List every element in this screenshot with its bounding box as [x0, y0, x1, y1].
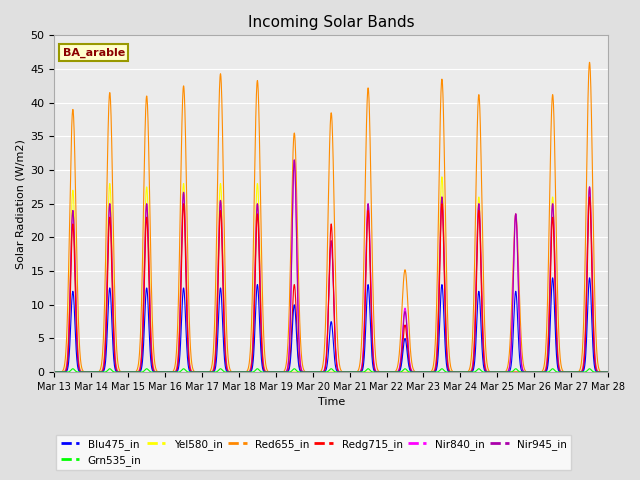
Nir945_in [604, 369, 611, 375]
Redg715_in [487, 369, 495, 375]
Grn535_in [604, 369, 612, 375]
Redg715_in [604, 369, 611, 375]
Yel580_in [150, 365, 157, 371]
Blu475_in [487, 369, 495, 375]
Yel580_in [425, 369, 433, 375]
Red655_in [604, 369, 612, 375]
Blu475_in [150, 369, 157, 375]
Blu475_in [455, 369, 463, 375]
Redg715_in [604, 369, 612, 375]
Redg715_in [51, 369, 58, 375]
Yel580_in [51, 369, 58, 375]
Nir840_in [311, 369, 319, 375]
Redg715_in [586, 194, 593, 200]
Nir945_in [150, 368, 157, 373]
Line: Blu475_in: Blu475_in [54, 278, 608, 372]
Nir840_in [604, 369, 612, 375]
X-axis label: Time: Time [317, 397, 345, 408]
Grn535_in [487, 369, 495, 375]
Blu475_in [604, 369, 611, 375]
Nir945_in [311, 369, 319, 375]
Redg715_in [150, 369, 157, 374]
Redg715_in [512, 369, 520, 375]
Line: Nir840_in: Nir840_in [54, 160, 608, 372]
Red655_in [51, 369, 58, 375]
Red655_in [425, 369, 433, 375]
Grn535_in [425, 369, 433, 375]
Redg715_in [455, 369, 463, 375]
Line: Redg715_in: Redg715_in [54, 197, 608, 372]
Nir840_in [51, 369, 58, 375]
Legend: Blu475_in, Grn535_in, Yel580_in, Red655_in, Redg715_in, Nir840_in, Nir945_in: Blu475_in, Grn535_in, Yel580_in, Red655_… [56, 434, 571, 470]
Yel580_in [604, 369, 611, 375]
Blu475_in [310, 369, 318, 375]
Line: Red655_in: Red655_in [54, 62, 608, 372]
Redg715_in [425, 369, 433, 375]
Text: BA_arable: BA_arable [63, 48, 125, 58]
Nir945_in [487, 369, 495, 375]
Nir840_in [604, 369, 611, 375]
Nir840_in [487, 369, 495, 375]
Line: Nir945_in: Nir945_in [54, 160, 608, 372]
Red655_in [604, 369, 611, 375]
Yel580_in [487, 369, 495, 375]
Grn535_in [150, 369, 158, 375]
Blu475_in [586, 275, 593, 281]
Nir945_in [604, 369, 612, 375]
Blu475_in [604, 369, 612, 375]
Nir945_in [456, 369, 463, 375]
Nir945_in [51, 369, 58, 375]
Yel580_in [456, 369, 463, 375]
Nir840_in [150, 367, 157, 373]
Red655_in [310, 369, 318, 375]
Y-axis label: Solar Radiation (W/m2): Solar Radiation (W/m2) [15, 139, 25, 269]
Nir945_in [291, 157, 298, 163]
Yel580_in [310, 369, 318, 375]
Grn535_in [51, 369, 58, 375]
Red655_in [455, 369, 463, 375]
Redg715_in [310, 369, 318, 375]
Nir840_in [456, 369, 463, 375]
Yel580_in [346, 369, 353, 375]
Grn535_in [456, 369, 463, 375]
Yel580_in [438, 174, 445, 180]
Red655_in [586, 60, 593, 65]
Blu475_in [51, 369, 58, 375]
Red655_in [150, 350, 157, 356]
Line: Grn535_in: Grn535_in [54, 369, 608, 372]
Grn535_in [604, 369, 611, 375]
Nir945_in [425, 369, 433, 375]
Yel580_in [604, 369, 612, 375]
Grn535_in [311, 369, 319, 375]
Blu475_in [425, 369, 433, 375]
Title: Incoming Solar Bands: Incoming Solar Bands [248, 15, 415, 30]
Red655_in [487, 369, 495, 375]
Nir840_in [425, 369, 433, 375]
Line: Yel580_in: Yel580_in [54, 177, 608, 372]
Grn535_in [69, 366, 77, 372]
Nir840_in [291, 157, 298, 163]
